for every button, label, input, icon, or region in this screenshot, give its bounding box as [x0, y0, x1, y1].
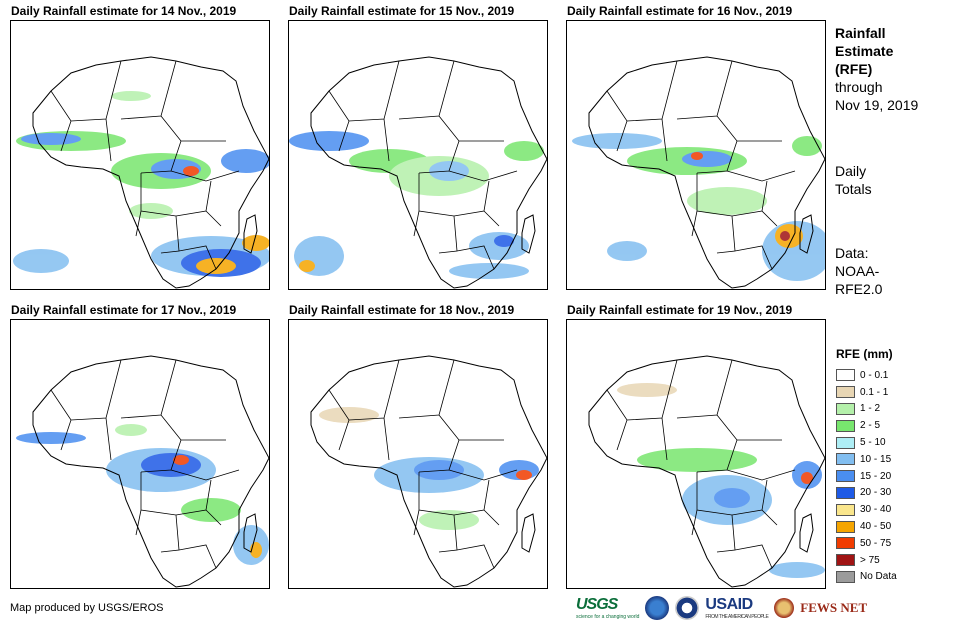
daily-line-1: Daily	[835, 163, 867, 179]
usaid-seal-icon	[675, 596, 700, 620]
legend-swatch	[836, 386, 855, 399]
legend-swatch	[836, 369, 855, 382]
heading-line-1: Rainfall	[835, 25, 886, 41]
daily-line-2: Totals	[835, 181, 872, 197]
rainfall-map-16-nov	[566, 20, 826, 290]
legend-label: 30 - 40	[860, 504, 892, 516]
legend-item: 1 - 2	[836, 401, 897, 418]
usgs-tagline: science for a changing world	[576, 614, 640, 620]
legend-swatch	[836, 436, 855, 449]
usgs-logo: USGS science for a changing world	[576, 596, 639, 620]
legend-swatch	[836, 470, 855, 483]
usgs-logo-text: USGS	[576, 596, 618, 613]
legend-label: 15 - 20	[860, 470, 892, 482]
fews-net-logo: FEWS NET	[800, 600, 868, 615]
through-date: Nov 19, 2019	[835, 97, 919, 113]
fews-globe-icon	[774, 598, 795, 618]
panel-title-3: Daily Rainfall estimate for 16 Nov., 201…	[567, 4, 793, 18]
data-line-2: NOAA-	[835, 263, 880, 279]
usaid-logo-text: USAID	[705, 596, 753, 613]
legend-title: RFE (mm)	[836, 347, 893, 361]
legend-swatch	[836, 453, 855, 466]
legend-item: 0 - 0.1	[836, 367, 897, 384]
legend-swatch	[836, 537, 855, 550]
rainfall-map-14-nov	[10, 20, 270, 290]
rainfall-map-19-nov	[566, 319, 826, 589]
legend-label: No Data	[860, 571, 897, 583]
legend-item: > 75	[836, 552, 897, 569]
legend-label: 2 - 5	[860, 420, 881, 432]
legend-swatch	[836, 503, 855, 516]
side-heading: Rainfall Estimate (RFE) through Nov 19, …	[835, 24, 918, 114]
legend-swatch	[836, 419, 855, 432]
legend-label: 50 - 75	[860, 537, 892, 549]
legend-item: 0.1 - 1	[836, 384, 897, 401]
data-line-3: RFE2.0	[835, 281, 883, 297]
legend-item: 30 - 40	[836, 501, 897, 518]
legend-label: 40 - 50	[860, 521, 892, 533]
panel-title-5: Daily Rainfall estimate for 18 Nov., 201…	[289, 303, 515, 317]
usaid-logo: USAID FROM THE AMERICAN PEOPLE	[705, 596, 768, 620]
panel-title-6: Daily Rainfall estimate for 19 Nov., 201…	[567, 303, 793, 317]
panel-title-1: Daily Rainfall estimate for 14 Nov., 201…	[11, 4, 237, 18]
legend-item: No Data	[836, 569, 897, 586]
legend-item: 10 - 15	[836, 451, 897, 468]
legend-swatch	[836, 402, 855, 415]
legend-label: > 75	[860, 554, 880, 566]
legend-label: 0.1 - 1	[860, 386, 889, 398]
legend: 0 - 0.1 0.1 - 1 1 - 2 2 - 5 5 - 10 10 - 15 15 …	[836, 367, 897, 585]
map-credit: Map produced by USGS/EROS	[10, 602, 164, 614]
legend-item: 2 - 5	[836, 417, 897, 434]
heading-line-2: Estimate	[835, 43, 894, 59]
legend-label: 5 - 10	[860, 437, 886, 449]
legend-swatch	[836, 520, 855, 533]
heading-line-3: (RFE)	[835, 61, 873, 77]
usaid-tagline: FROM THE AMERICAN PEOPLE	[705, 614, 769, 620]
rainfall-map-15-nov	[288, 20, 548, 290]
partner-logos: USGS science for a changing world USAID …	[576, 594, 867, 622]
legend-item: 5 - 10	[836, 434, 897, 451]
panel-title-2: Daily Rainfall estimate for 15 Nov., 201…	[289, 4, 515, 18]
legend-item: 15 - 20	[836, 468, 897, 485]
rainfall-map-17-nov	[10, 319, 270, 589]
legend-item: 50 - 75	[836, 535, 897, 552]
legend-swatch	[836, 554, 855, 567]
legend-item: 40 - 50	[836, 518, 897, 535]
data-source: Data: NOAA- RFE2.0	[835, 244, 882, 298]
legend-label: 10 - 15	[860, 453, 892, 465]
through-label: through	[835, 79, 883, 95]
legend-swatch	[836, 486, 855, 499]
legend-label: 0 - 0.1	[860, 369, 889, 381]
panel-title-4: Daily Rainfall estimate for 17 Nov., 201…	[11, 303, 237, 317]
daily-totals: Daily Totals	[835, 162, 872, 198]
data-line-1: Data:	[835, 245, 869, 261]
legend-swatch	[836, 570, 855, 583]
legend-item: 20 - 30	[836, 485, 897, 502]
legend-label: 1 - 2	[860, 403, 881, 415]
noaa-logo-icon	[645, 596, 670, 620]
legend-label: 20 - 30	[860, 487, 892, 499]
rainfall-map-18-nov	[288, 319, 548, 589]
